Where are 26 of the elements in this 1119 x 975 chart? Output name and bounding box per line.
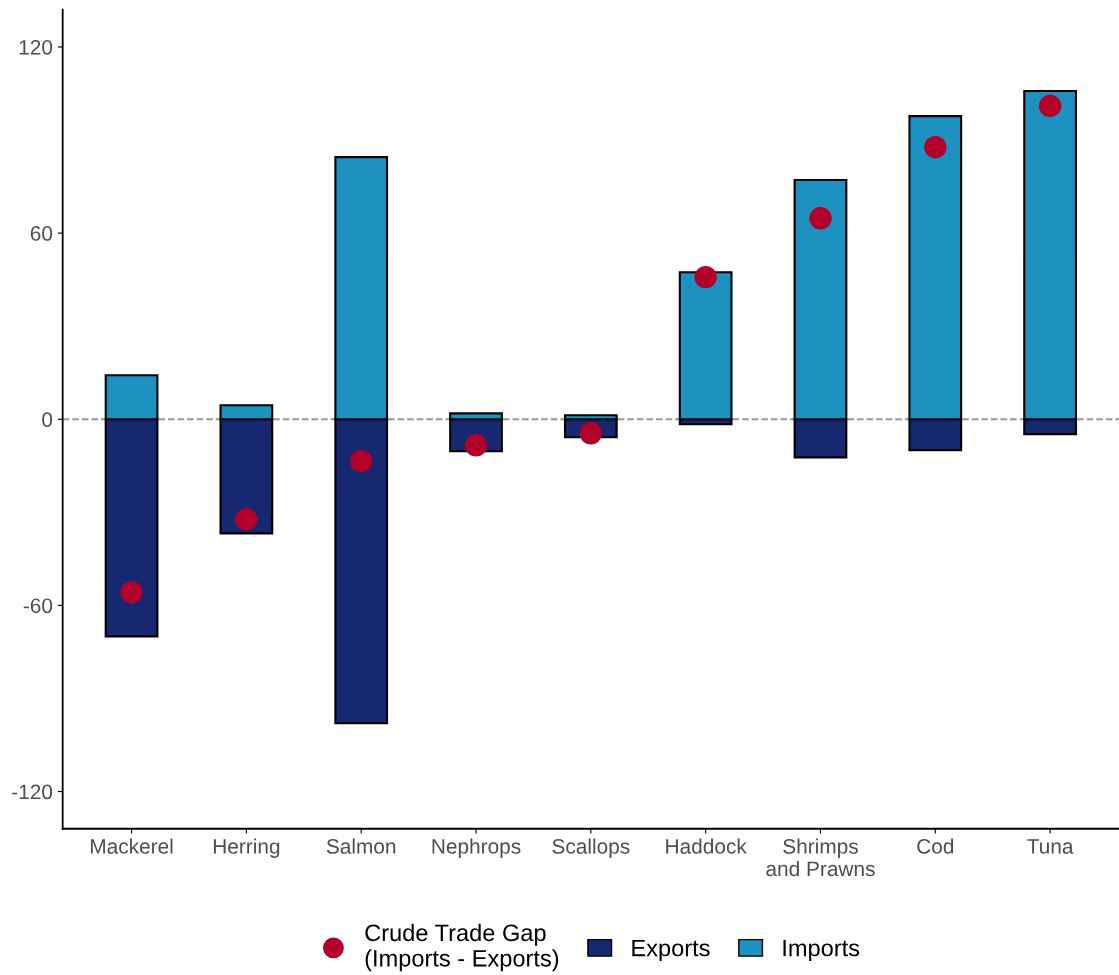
y-tick-label: 60 <box>30 226 53 241</box>
point <box>120 581 143 604</box>
point <box>235 508 258 531</box>
x-tick-label: Haddock <box>666 838 747 854</box>
x-tick-label: Scallops <box>552 838 630 858</box>
point <box>809 207 832 230</box>
legend-label: Exports <box>632 939 710 962</box>
x-tick-label: Herring <box>213 838 280 858</box>
x-tick-label: Nephrops <box>432 838 521 858</box>
point <box>579 422 603 445</box>
x-tick-label: Salmon <box>326 838 396 854</box>
bar <box>678 271 733 421</box>
x-tick-label: Mackerel <box>91 838 173 854</box>
x-tick-label: Tuna <box>1027 839 1074 854</box>
y-tick-label: 0 <box>42 412 53 427</box>
y-tick-label: -120 <box>12 784 53 800</box>
y-tick-label: -60 <box>23 598 53 614</box>
y-tick-label: 120 <box>19 39 53 55</box>
point <box>350 449 373 473</box>
x-tick-label: Cod <box>917 838 954 854</box>
point <box>924 135 947 159</box>
point <box>1038 94 1062 118</box>
legend-label: Crude Trade Gap (Imports - Exports) <box>365 923 559 972</box>
point <box>694 265 717 289</box>
legend-label: Imports <box>783 939 860 962</box>
x-tick-label: Shrimps and Prawns <box>766 838 875 877</box>
